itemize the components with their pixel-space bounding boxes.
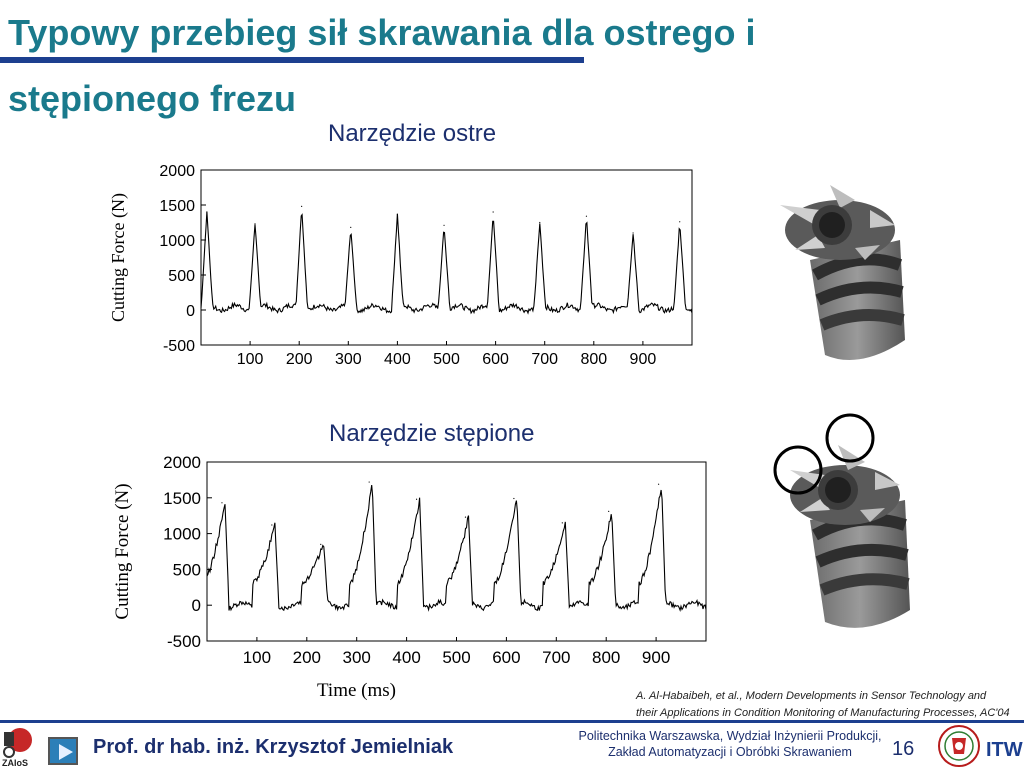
plot-frame — [206, 461, 707, 642]
citation-line2: their Applications in Condition Monitori… — [636, 707, 1010, 719]
chart-dull-tool: 2000 1500 1000 500 0 -500 100 200 300 400 500 600 70… — [112, 453, 707, 701]
x-tick-label: 300 — [335, 351, 362, 368]
x-tick-label: 900 — [642, 648, 670, 667]
x-tick-label: 800 — [580, 351, 607, 368]
x-tick-label: 700 — [531, 351, 558, 368]
peak-point — [271, 524, 273, 526]
peak-point — [206, 211, 208, 213]
y-tick-label: 500 — [173, 560, 201, 579]
x-tick-label: 700 — [542, 648, 570, 667]
sharp-end-mill-image — [780, 185, 905, 360]
peak-point — [492, 211, 494, 213]
x-tick-label: 600 — [492, 648, 520, 667]
y-tick-label: 2000 — [159, 163, 195, 180]
worn-tooth-highlight-1 — [773, 445, 823, 495]
y-axis-label: Cutting Force (N) — [112, 483, 133, 619]
peak-point — [254, 223, 256, 225]
peak-point — [657, 483, 660, 485]
x-tick-label: 600 — [482, 351, 509, 368]
peak-point — [608, 510, 610, 513]
x-tick-label: 200 — [286, 351, 313, 368]
peak-point — [679, 221, 681, 223]
x-tick-label: 400 — [392, 648, 420, 667]
force-signal-line — [206, 485, 707, 612]
title-underline — [0, 57, 584, 63]
slide-title: Typowy przebieg sił skrawania dla ostreg… — [8, 0, 908, 132]
peak-point — [561, 522, 563, 524]
x-tick-label: 100 — [243, 648, 271, 667]
footer-divider — [0, 720, 1024, 723]
peak-point — [464, 516, 467, 518]
y-tick-label: 1000 — [163, 525, 201, 544]
y-tick-label: -500 — [163, 338, 195, 355]
author-name: Prof. dr hab. inż. Krzysztof Jemielniak — [93, 736, 454, 758]
peak-point — [539, 221, 541, 224]
zaios-logo: ZAIoS — [2, 728, 32, 768]
y-tick-label: 0 — [192, 596, 201, 615]
chart-title-dull: Narzędzie stępione — [329, 420, 535, 447]
peak-point — [443, 224, 445, 226]
x-tick-label: 300 — [343, 648, 371, 667]
citation-line1: A. Al-Habaibeh, et al., Modern Developme… — [636, 690, 987, 702]
peak-point — [513, 497, 515, 500]
page-number: 16 — [892, 738, 915, 760]
chart-title-sharp: Narzędzie ostre — [328, 120, 497, 147]
peak-point — [396, 214, 398, 216]
x-tick-label: 500 — [442, 648, 470, 667]
peak-point — [415, 498, 418, 500]
institution-line1: Politechnika Warszawska, Wydział Inżynie… — [578, 729, 882, 743]
peak-point — [350, 226, 352, 228]
slide-title-line1: Typowy przebieg sił skrawania dla ostreg… — [8, 12, 756, 53]
x-tick-label: 100 — [237, 351, 264, 368]
peak-point — [368, 481, 370, 483]
peak-point — [301, 205, 303, 207]
itw-logo-text: ITW — [986, 739, 1023, 761]
peak-point — [585, 215, 588, 217]
y-tick-label: 2000 — [163, 453, 201, 472]
x-axis-label: Time (ms) — [317, 680, 396, 701]
peak-point — [632, 232, 634, 234]
y-tick-label: 500 — [168, 268, 195, 285]
force-signal-line — [200, 211, 693, 315]
citation: A. Al-Habaibeh, et al., Modern Developme… — [636, 688, 1024, 722]
slide-title-line2: stępionego frezu — [8, 78, 297, 119]
institution-line2: Zakład Automatyzacji i Obróbki Skrawanie… — [608, 745, 852, 759]
peak-point — [221, 502, 223, 504]
chart-sharp-tool: 2000 1500 1000 500 0 -500 100 200 300 400 500 600 70… — [108, 163, 693, 368]
y-tick-label: -500 — [167, 632, 201, 651]
x-tick-label: 400 — [384, 351, 411, 368]
y-tick-label: 1000 — [159, 233, 195, 250]
worn-tooth-highlight-2 — [825, 413, 875, 463]
zaios-logo-text: ZAIoS — [2, 758, 28, 768]
y-tick-label: 1500 — [163, 489, 201, 508]
x-tick-label: 500 — [433, 351, 460, 368]
y-axis-label: Cutting Force (N) — [108, 193, 129, 322]
x-tick-label: 800 — [592, 648, 620, 667]
x-tick-label: 200 — [293, 648, 321, 667]
itw-logo: ITW — [985, 725, 1024, 767]
institution: Politechnika Warszawska, Wydział Inżynie… — [565, 728, 895, 760]
university-seal-logo — [938, 725, 980, 767]
next-slide-button[interactable] — [48, 737, 78, 765]
dull-end-mill-image — [773, 413, 910, 628]
x-tick-label: 900 — [630, 351, 657, 368]
y-tick-label: 1500 — [159, 198, 195, 215]
peak-point — [320, 543, 322, 545]
y-tick-label: 0 — [186, 303, 195, 320]
